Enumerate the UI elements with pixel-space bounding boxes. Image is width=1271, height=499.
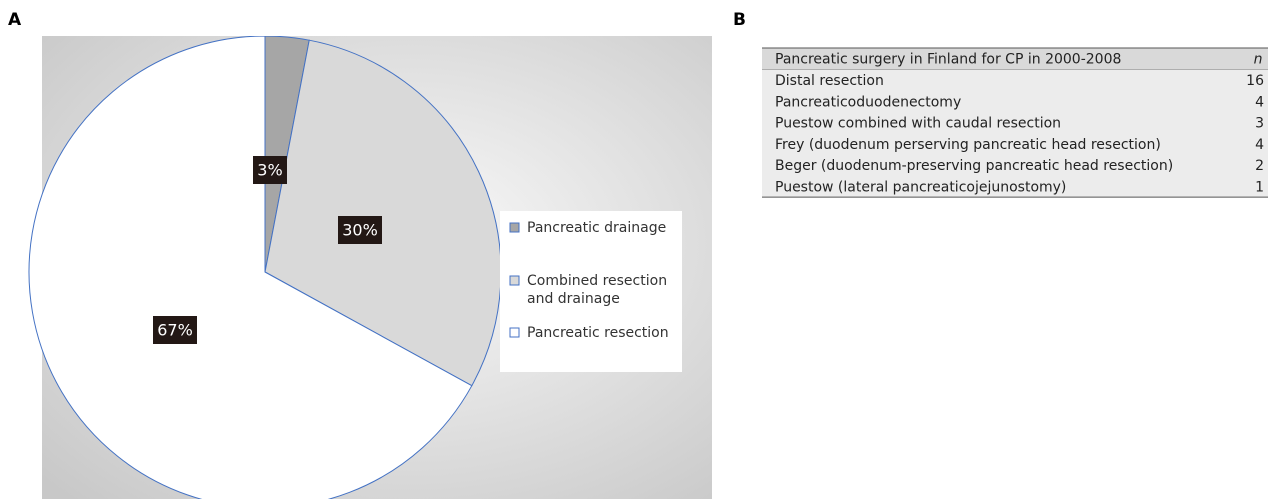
data-label: 67%	[157, 321, 193, 340]
legend-swatch	[509, 327, 520, 338]
data-label-box	[153, 316, 197, 344]
table-cell: 1	[1255, 179, 1264, 195]
table-cell: Distal resection	[775, 73, 884, 89]
table-cell: 2	[1255, 158, 1264, 174]
panel-label: A	[8, 10, 22, 30]
table-cell: Pancreaticoduodenectomy	[775, 94, 961, 110]
table-cell: 4	[1255, 94, 1264, 110]
table-cell: 16	[1246, 73, 1264, 89]
table-cell: Puestow combined with caudal resection	[775, 116, 1061, 132]
legend-swatch	[509, 222, 520, 233]
data-labels: 3% 30% 67%	[153, 156, 382, 344]
table-body-bg	[762, 69, 1268, 198]
data-label: 3%	[257, 161, 282, 180]
table-header: n	[1254, 52, 1263, 68]
legend-entries: Pancreatic drainage Combined resection and…	[509, 220, 669, 341]
table-header-bg	[762, 48, 1268, 70]
legend-swatch	[509, 275, 520, 286]
table-cell: 3	[1255, 116, 1264, 132]
data-label-box	[338, 216, 382, 244]
table: Pancreatic surgery in Finland for CP in …	[762, 47, 1268, 198]
table-cell: Beger (duodenum-preserving pancreatic he…	[775, 158, 1173, 174]
legend-label: Pancreatic resection	[527, 325, 669, 341]
table-cell: Puestow (lateral pancreaticojejunostomy)	[775, 179, 1066, 195]
pie	[28, 36, 502, 499]
panel-label: B	[733, 10, 746, 30]
data-label: 30%	[342, 221, 378, 240]
legend-label: Pancreatic drainage	[527, 220, 666, 236]
table-header: Pancreatic surgery in Finland for CP in …	[775, 52, 1121, 68]
table-cell: Frey (duodenum perserving pancreatic hea…	[775, 137, 1161, 153]
data-label-box	[253, 156, 287, 184]
legend	[500, 211, 682, 372]
pie-slice	[28, 36, 473, 499]
pie-slice	[264, 39, 502, 387]
table-cell: 4	[1255, 137, 1264, 153]
legend-label: Combined resection and drainage	[527, 273, 667, 307]
